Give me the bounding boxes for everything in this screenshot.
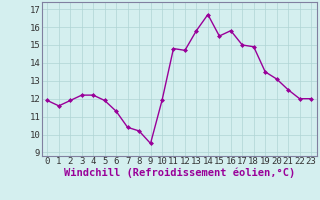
X-axis label: Windchill (Refroidissement éolien,°C): Windchill (Refroidissement éolien,°C) <box>64 168 295 178</box>
